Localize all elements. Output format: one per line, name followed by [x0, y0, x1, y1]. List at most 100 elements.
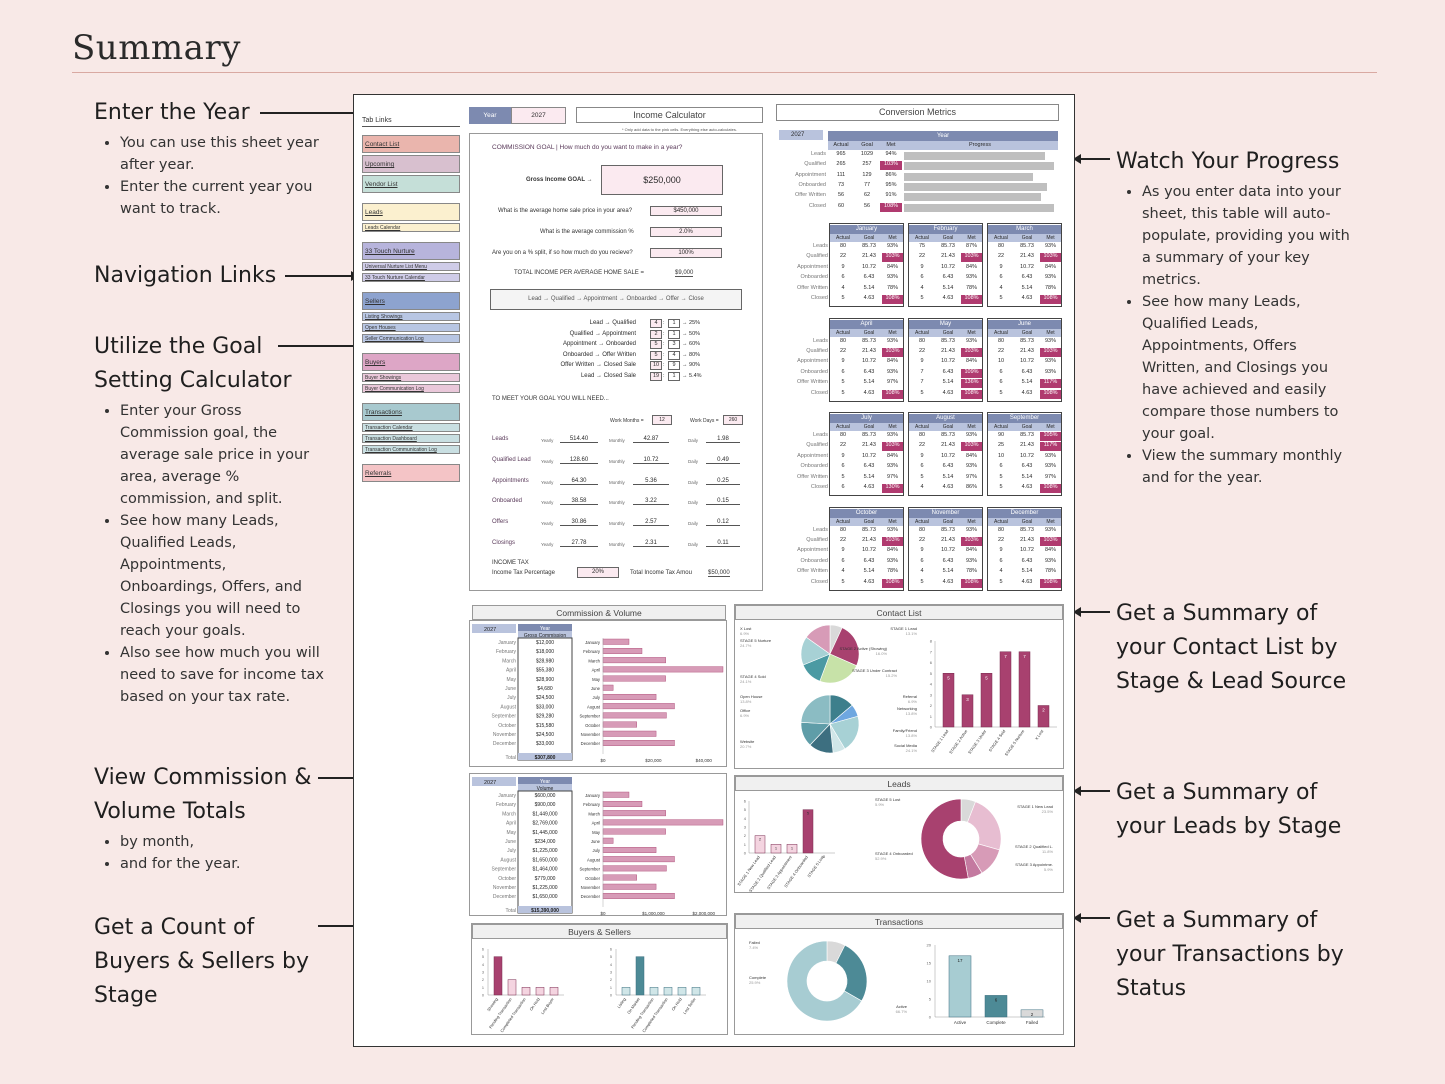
total-label: Total: [505, 755, 516, 761]
bar: [999, 651, 1012, 728]
tab-link-10[interactable]: Listing Showings: [362, 312, 460, 321]
year-header-text: Year: [540, 779, 550, 785]
tab-link-11[interactable]: Open Houses: [362, 323, 460, 332]
month-met: 93%: [1044, 368, 1056, 375]
goal-row-monthly: 5.36: [633, 478, 669, 485]
tab-link-5[interactable]: Leads Calendar: [362, 223, 460, 232]
year-badge: [472, 777, 516, 786]
ratio-a-input[interactable]: 19: [650, 371, 662, 381]
tab-link-3[interactable]: Vendor List: [362, 175, 460, 193]
tab-link-9[interactable]: Sellers: [362, 292, 460, 310]
month-frame: [987, 317, 1062, 402]
tab-link-16[interactable]: Transactions: [362, 403, 460, 421]
tab-link-19[interactable]: Transaction Communication Log: [362, 445, 460, 454]
month-actual: 75: [918, 243, 926, 249]
tab-link-14[interactable]: Buyer Showings: [362, 373, 460, 382]
month-col: Met: [1040, 423, 1061, 431]
month-goal: 5.14: [942, 284, 954, 291]
tab-link-8[interactable]: 33 Touch Nurture Calendar: [362, 273, 460, 282]
ratio-a-input[interactable]: 2: [650, 329, 662, 339]
avg-price-input[interactable]: $450,000: [650, 206, 722, 216]
donut-pct: 11.8%: [1042, 849, 1053, 854]
tick-label: $1,000,000: [642, 911, 665, 916]
month-actual: 22: [839, 253, 847, 260]
y-tick-label: 8: [930, 639, 933, 644]
tab-link-7[interactable]: Universal Nurture List Menu: [362, 262, 460, 271]
ratio-colon: :: [663, 341, 665, 347]
goal-row-label: Offers: [492, 519, 509, 526]
month-label: February: [496, 802, 517, 808]
annotation-heading: Volume Totals: [94, 799, 246, 824]
goal-row-label: Appointments: [492, 477, 529, 484]
month-value: $28,980: [536, 658, 554, 664]
annotation-bullet: You can use this sheet year after year.: [120, 132, 324, 176]
month-actual: 80: [918, 337, 926, 344]
tab-link-17[interactable]: Transaction Calendar: [362, 423, 460, 432]
month-label: May: [507, 677, 517, 683]
ratio-label: Appointment → Onboarded: [562, 341, 636, 347]
income-tax-pct-input[interactable]: 20%: [577, 567, 619, 578]
gross-goal-input[interactable]: $250,000: [601, 165, 723, 195]
donut-slice: [920, 798, 969, 880]
y-tick-label: 6: [744, 799, 747, 804]
ratio-a-input[interactable]: 5: [650, 350, 662, 360]
bar: [602, 801, 643, 807]
tab-link-20[interactable]: Referrals: [362, 464, 460, 482]
month-label: November: [493, 732, 516, 738]
pie-pct: 13.8%: [906, 733, 918, 738]
chart-category-label: April: [592, 668, 600, 673]
bar-value-label: 2: [759, 837, 762, 842]
chart-category-label: December: [581, 894, 601, 899]
goal-row-monthly: 10.72: [633, 457, 669, 464]
tab-link-2[interactable]: Upcoming: [362, 155, 460, 173]
month-actual: 5: [841, 389, 845, 396]
bar: [802, 809, 814, 854]
month-met: 117%: [1040, 442, 1061, 452]
month-col: Met: [1040, 517, 1061, 526]
title-divider: [72, 72, 1377, 73]
tab-link-13[interactable]: Buyers: [362, 353, 460, 371]
month-met: 93%: [1044, 274, 1056, 281]
column-header-text: Volume: [537, 786, 554, 792]
transactions-panel: Transactions Failed 7.4% Complete 25.9% Acti…: [734, 913, 1064, 1035]
column-header-text: Gross Commission: [524, 633, 566, 639]
month-goal: 4.63: [863, 295, 875, 301]
tab-spacer: [362, 395, 460, 403]
month-met: 103%: [882, 347, 903, 357]
ratio-a-input[interactable]: 4: [650, 319, 662, 328]
month-goal: 6.43: [1021, 557, 1033, 564]
month-col: Actual: [830, 517, 856, 526]
avg-commission-input[interactable]: 2.0%: [650, 227, 722, 237]
annotation-bullet: See how many Leads, Qualified Leads, App…: [1142, 291, 1356, 445]
month-value: $779,000: [535, 876, 556, 882]
ratio-a-input[interactable]: 5: [650, 340, 662, 349]
tab-link-4[interactable]: Leads: [362, 203, 460, 221]
work-months-input[interactable]: 12: [652, 415, 672, 425]
y-tick-label: 5: [930, 671, 933, 676]
month-frame: [987, 412, 1062, 496]
ratio-pct: → 25%: [682, 320, 701, 326]
month-col: Actual: [830, 423, 856, 431]
bar: [602, 712, 667, 719]
contact-list-panel: Contact List X Lost 6.9% STAGE 5 Nurture 24…: [734, 604, 1064, 769]
column-header: [518, 631, 572, 638]
tab-link-6[interactable]: 33 Touch Nurture: [362, 242, 460, 260]
goal-row-yearly: 514.40: [560, 436, 598, 443]
ratio-a-input[interactable]: 10: [650, 361, 662, 370]
month-met: 86%: [965, 484, 977, 490]
year-input[interactable]: 2027: [511, 107, 566, 124]
tab-link-15[interactable]: Buyer Communication Log: [362, 384, 460, 393]
month-goal: 5.14: [942, 568, 954, 575]
month-label: August: [500, 857, 516, 863]
ratio-b-value: 1: [668, 329, 680, 339]
tab-link-18[interactable]: Transaction Dashboard: [362, 434, 460, 443]
bar-value-label: 1: [775, 845, 778, 850]
pie-label: Family/Friend: [893, 728, 917, 733]
donut-label: STAGE 3 Appointme.: [1015, 862, 1053, 867]
donut-slice: [967, 801, 1002, 851]
tab-link-1[interactable]: Contact List: [362, 135, 460, 153]
tab-link-12[interactable]: Seller Communication Log: [362, 334, 460, 343]
split-input[interactable]: 100%: [650, 248, 722, 258]
work-days-input[interactable]: 260: [723, 415, 743, 425]
y-tick-label: 5: [610, 955, 612, 959]
